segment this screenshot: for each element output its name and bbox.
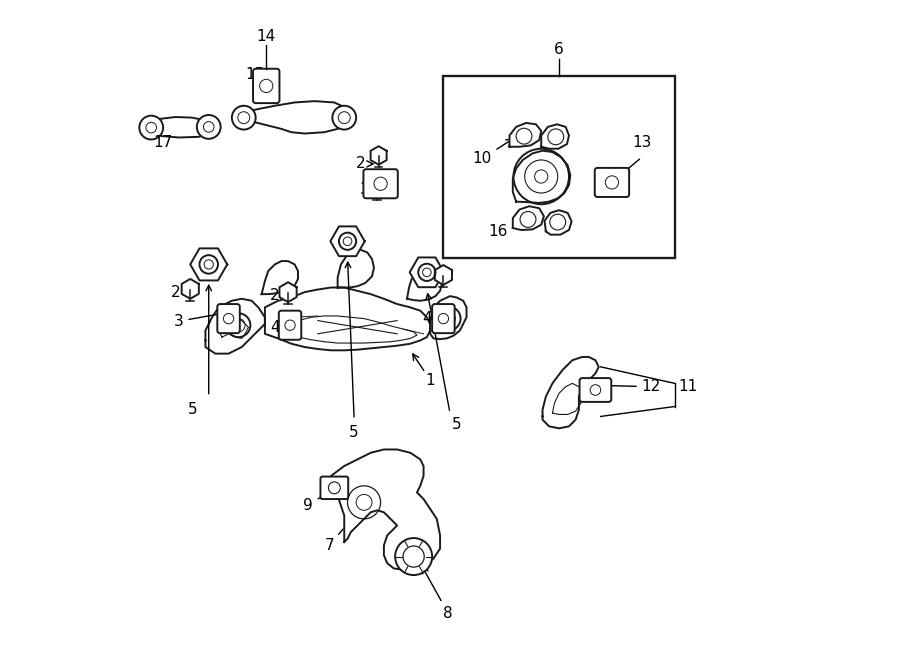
- Text: 8: 8: [422, 567, 453, 621]
- FancyBboxPatch shape: [364, 169, 398, 198]
- Polygon shape: [410, 257, 444, 288]
- Polygon shape: [371, 146, 387, 165]
- Text: 13: 13: [632, 135, 652, 149]
- Text: 2: 2: [424, 274, 443, 288]
- Polygon shape: [338, 250, 374, 288]
- Text: 16: 16: [489, 221, 524, 239]
- Text: 2: 2: [171, 285, 189, 299]
- Polygon shape: [544, 210, 572, 235]
- Circle shape: [197, 115, 220, 139]
- Polygon shape: [233, 101, 351, 134]
- Text: 15: 15: [245, 67, 265, 82]
- Polygon shape: [190, 249, 227, 280]
- Polygon shape: [330, 226, 365, 256]
- Text: 9: 9: [303, 490, 330, 513]
- Text: 1: 1: [413, 354, 435, 387]
- Polygon shape: [265, 288, 430, 350]
- Text: 6: 6: [554, 42, 564, 57]
- Circle shape: [395, 538, 432, 575]
- FancyBboxPatch shape: [580, 378, 611, 402]
- Text: 5: 5: [452, 417, 462, 432]
- Polygon shape: [369, 178, 386, 198]
- FancyBboxPatch shape: [217, 304, 239, 333]
- Polygon shape: [331, 449, 440, 570]
- Circle shape: [418, 264, 436, 281]
- Text: 7: 7: [324, 516, 355, 553]
- Polygon shape: [435, 265, 452, 285]
- Circle shape: [140, 116, 163, 139]
- Text: 10: 10: [472, 139, 512, 166]
- Text: 2: 2: [270, 288, 287, 303]
- FancyBboxPatch shape: [279, 311, 302, 340]
- Bar: [444, 76, 675, 258]
- FancyBboxPatch shape: [320, 477, 348, 499]
- Text: 4: 4: [270, 320, 287, 334]
- Text: 3: 3: [359, 182, 378, 196]
- Polygon shape: [182, 279, 199, 299]
- Text: 5: 5: [187, 403, 197, 417]
- Polygon shape: [407, 268, 442, 301]
- Text: 14: 14: [256, 29, 276, 44]
- Text: 17: 17: [153, 135, 172, 149]
- Circle shape: [232, 106, 256, 130]
- Polygon shape: [541, 124, 569, 149]
- Text: 12: 12: [602, 379, 661, 394]
- Polygon shape: [262, 261, 298, 294]
- Polygon shape: [543, 357, 598, 428]
- Text: 3: 3: [174, 311, 226, 329]
- Text: 2: 2: [356, 157, 373, 171]
- Circle shape: [332, 106, 356, 130]
- Circle shape: [403, 546, 424, 567]
- Polygon shape: [280, 282, 297, 302]
- Polygon shape: [205, 299, 265, 354]
- Text: 4: 4: [422, 311, 439, 326]
- Polygon shape: [513, 151, 571, 203]
- FancyBboxPatch shape: [595, 168, 629, 197]
- Polygon shape: [509, 123, 541, 147]
- Circle shape: [339, 233, 356, 250]
- FancyBboxPatch shape: [432, 304, 454, 333]
- Circle shape: [200, 255, 218, 274]
- Polygon shape: [513, 206, 544, 230]
- Polygon shape: [146, 117, 212, 137]
- FancyBboxPatch shape: [253, 69, 280, 103]
- Text: 5: 5: [349, 426, 359, 440]
- Polygon shape: [430, 296, 466, 339]
- Text: 11: 11: [678, 379, 698, 394]
